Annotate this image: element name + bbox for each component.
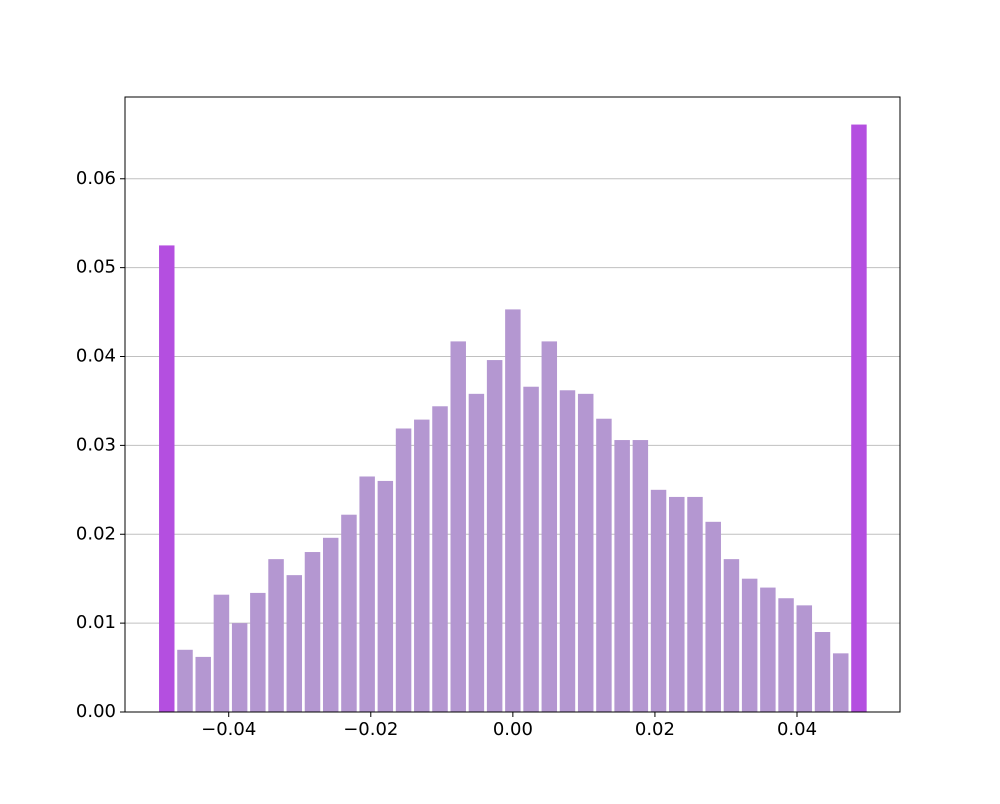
bar — [177, 649, 193, 712]
bar — [705, 521, 721, 712]
bar — [796, 605, 813, 712]
bar — [395, 428, 412, 712]
x-tick-label: −0.04 — [201, 719, 256, 740]
bars — [159, 124, 867, 712]
bar — [322, 537, 339, 712]
x-tick-label: −0.02 — [343, 719, 398, 740]
bar — [341, 514, 357, 712]
bar — [778, 598, 794, 712]
bar — [723, 559, 740, 712]
bar — [832, 653, 849, 712]
bar — [760, 587, 776, 712]
y-tick-label: 0.00 — [76, 701, 116, 722]
x-tick-label: 0.00 — [493, 719, 533, 740]
bar — [468, 393, 485, 712]
bar — [359, 476, 375, 712]
axes: 0.00 0.01 0.02 0.03 0.04 0.05 0.06 −0.04 −0.02 0.… — [76, 168, 817, 740]
bar — [669, 496, 685, 712]
bar — [304, 552, 321, 712]
bar — [486, 360, 503, 712]
y-tick-label: 0.01 — [76, 612, 116, 633]
y-tick-label: 0.05 — [76, 257, 116, 278]
bar — [213, 594, 230, 712]
bar — [541, 341, 558, 712]
bar — [250, 592, 266, 712]
x-tick-label: 0.04 — [777, 719, 817, 740]
bar — [268, 559, 284, 712]
bar — [414, 419, 430, 712]
y-tick-label: 0.02 — [76, 523, 116, 544]
bar — [231, 623, 248, 712]
bar — [377, 480, 394, 712]
bar — [159, 245, 175, 712]
x-tick-label: 0.02 — [635, 719, 675, 740]
bar — [687, 496, 703, 712]
bar — [650, 489, 667, 712]
bar — [505, 309, 521, 712]
bar — [559, 390, 576, 712]
y-tick-label: 0.03 — [76, 434, 116, 455]
y-tick-label: 0.06 — [76, 168, 116, 189]
bar — [596, 418, 612, 712]
bar — [450, 341, 466, 712]
bar — [195, 656, 211, 712]
bar — [286, 575, 303, 712]
bar — [851, 124, 867, 712]
bar — [432, 406, 448, 712]
bar — [741, 578, 758, 712]
bar — [632, 440, 649, 712]
bar — [814, 632, 831, 712]
y-tick-label: 0.04 — [76, 346, 116, 367]
bar — [577, 393, 594, 712]
bar — [614, 440, 630, 712]
bar — [523, 386, 539, 712]
